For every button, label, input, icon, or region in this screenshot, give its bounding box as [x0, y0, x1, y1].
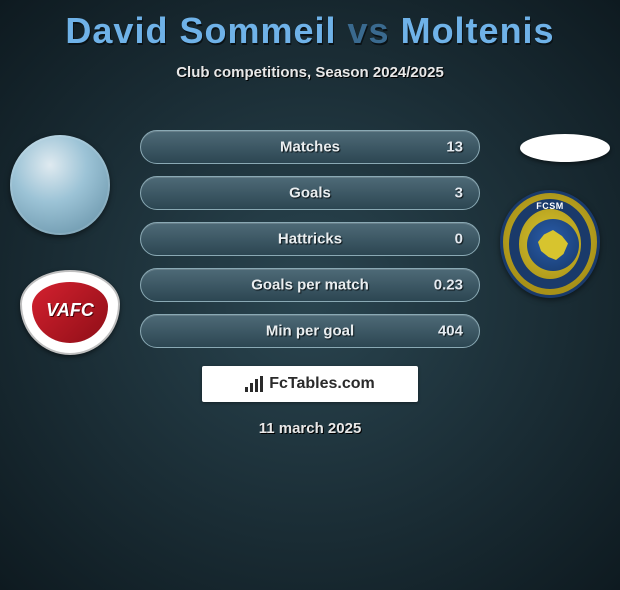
club1-shield: VAFC: [20, 270, 120, 355]
watermark-text: FcTables.com: [269, 375, 375, 393]
date-label: 11 march 2025: [0, 420, 620, 437]
stat-row-matches: Matches 13: [140, 130, 480, 164]
stat-row-gpm: Goals per match 0.23: [140, 268, 480, 302]
lion-icon: [538, 230, 568, 260]
player2-avatar: [520, 134, 610, 162]
player2-name: Moltenis: [401, 10, 555, 51]
page-title: David Sommeil vs Moltenis: [0, 10, 620, 52]
club1-text: VAFC: [22, 300, 118, 321]
stat-value-right: 404: [438, 323, 463, 340]
club1-badge: VAFC: [20, 270, 120, 355]
club2-shield: FCSM: [500, 190, 600, 298]
stat-label: Goals per match: [251, 277, 369, 294]
stat-value-right: 3: [455, 185, 463, 202]
stat-row-hattricks: Hattricks 0: [140, 222, 480, 256]
stat-label: Min per goal: [266, 323, 354, 340]
club2-badge: FCSM: [500, 190, 600, 298]
watermark: FcTables.com: [202, 366, 418, 402]
stat-value-right: 0.23: [434, 277, 463, 294]
stat-label: Hattricks: [278, 231, 342, 248]
club2-core: [527, 219, 579, 271]
subtitle: Club competitions, Season 2024/2025: [0, 64, 620, 81]
stat-value-right: 13: [446, 139, 463, 156]
stat-label: Goals: [289, 185, 331, 202]
stat-value-right: 0: [455, 231, 463, 248]
stat-label: Matches: [280, 139, 340, 156]
club2-text: FCSM: [503, 201, 597, 211]
stat-row-goals: Goals 3: [140, 176, 480, 210]
bars-icon: [245, 376, 263, 392]
player1-avatar: [10, 135, 110, 235]
player1-name: David Sommeil: [65, 10, 336, 51]
vs-separator: vs: [348, 10, 390, 51]
stats-container: Matches 13 Goals 3 Hattricks 0 Goals per…: [140, 130, 480, 360]
stat-row-mpg: Min per goal 404: [140, 314, 480, 348]
